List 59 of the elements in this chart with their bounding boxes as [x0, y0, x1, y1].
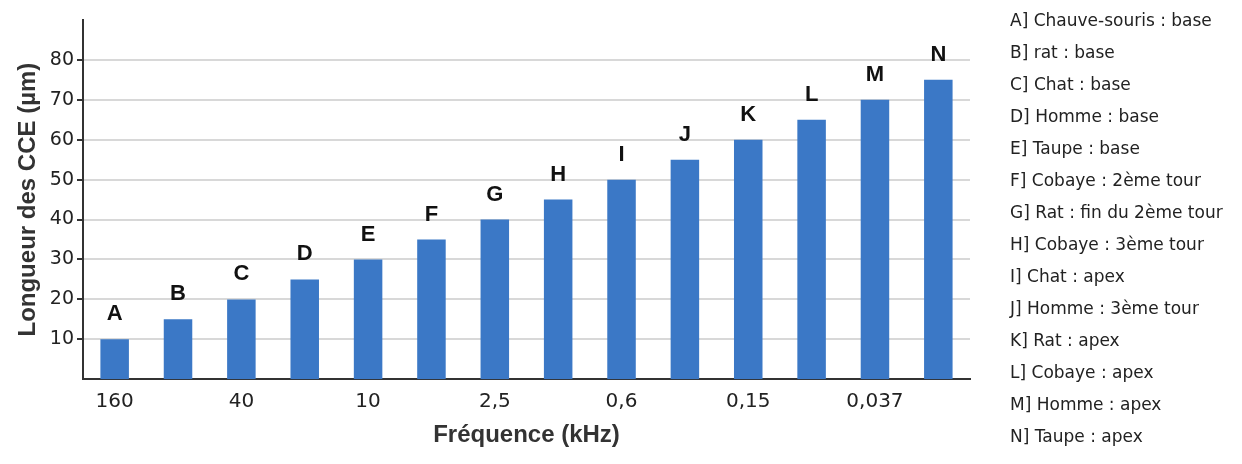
data-label: H: [550, 160, 567, 186]
y-tick-label: 70: [49, 86, 74, 109]
data-label: B: [170, 280, 186, 306]
bar: [797, 119, 826, 380]
text: H] Cobaye : 3ème tour: [1010, 233, 1205, 256]
data-label: A: [106, 300, 123, 326]
data-label: G: [486, 180, 504, 206]
y-axis-title: Longueur des CCE (µm): [13, 62, 41, 337]
bar: [733, 139, 763, 380]
bar: [290, 279, 319, 380]
text: J] Homme : 3ème tour: [1010, 297, 1200, 320]
text: I] Chat : apex: [1010, 265, 1126, 288]
data-label: M: [865, 60, 885, 86]
text: A] Chauve-souris : base: [1010, 9, 1213, 32]
data-label: L: [804, 80, 819, 106]
x-tick-label: 40: [228, 388, 255, 413]
text: D] Homme : base: [1010, 105, 1160, 128]
bar: [480, 219, 510, 380]
bar: [353, 259, 383, 380]
x-tick-label: 2,5: [478, 388, 511, 413]
data-label: D: [296, 240, 313, 266]
y-tick-label: 50: [49, 166, 74, 189]
text: C] Chat : base: [1010, 73, 1132, 96]
text: K] Rat : apex: [1010, 329, 1121, 352]
text: L] Cobaye : apex: [1010, 361, 1155, 384]
bar: [163, 319, 193, 380]
y-tick-label: 40: [49, 206, 74, 229]
text: N] Taupe : apex: [1010, 425, 1144, 448]
data-label: F: [424, 200, 439, 226]
text: M] Homme : apex: [1010, 393, 1163, 416]
data-label: I: [618, 140, 625, 166]
bar: [860, 99, 890, 380]
x-tick-label: 0,037: [846, 388, 904, 413]
y-tick-label: 30: [49, 246, 74, 269]
text: E] Taupe : base: [1010, 137, 1141, 160]
bar: [607, 179, 636, 380]
text: F] Cobaye : 2ème tour: [1010, 169, 1202, 192]
bar: [100, 339, 129, 380]
bar: [670, 159, 700, 380]
x-tick-label: 0,6: [605, 388, 638, 413]
x-axis-title: Fréquence (kHz): [433, 420, 620, 448]
bar: [924, 79, 953, 380]
x-tick-label: 0,15: [725, 388, 771, 413]
y-tick-label: 20: [49, 286, 74, 309]
data-label: C: [233, 260, 250, 286]
bar: [417, 239, 446, 380]
bar: [543, 199, 573, 380]
x-tick-label: 160: [95, 388, 134, 413]
data-label: J: [678, 120, 692, 146]
data-label: K: [740, 100, 757, 126]
bar: [227, 299, 256, 380]
data-label: N: [930, 40, 947, 66]
y-tick-label: 80: [49, 46, 74, 69]
data-label: E: [360, 220, 376, 246]
x-tick-label: 10: [355, 388, 381, 413]
y-tick-label: 10: [49, 326, 74, 349]
y-tick-label: 60: [49, 126, 74, 149]
text: G] Rat : fin du 2ème tour: [1010, 201, 1223, 224]
text: B] rat : base: [1010, 41, 1116, 64]
